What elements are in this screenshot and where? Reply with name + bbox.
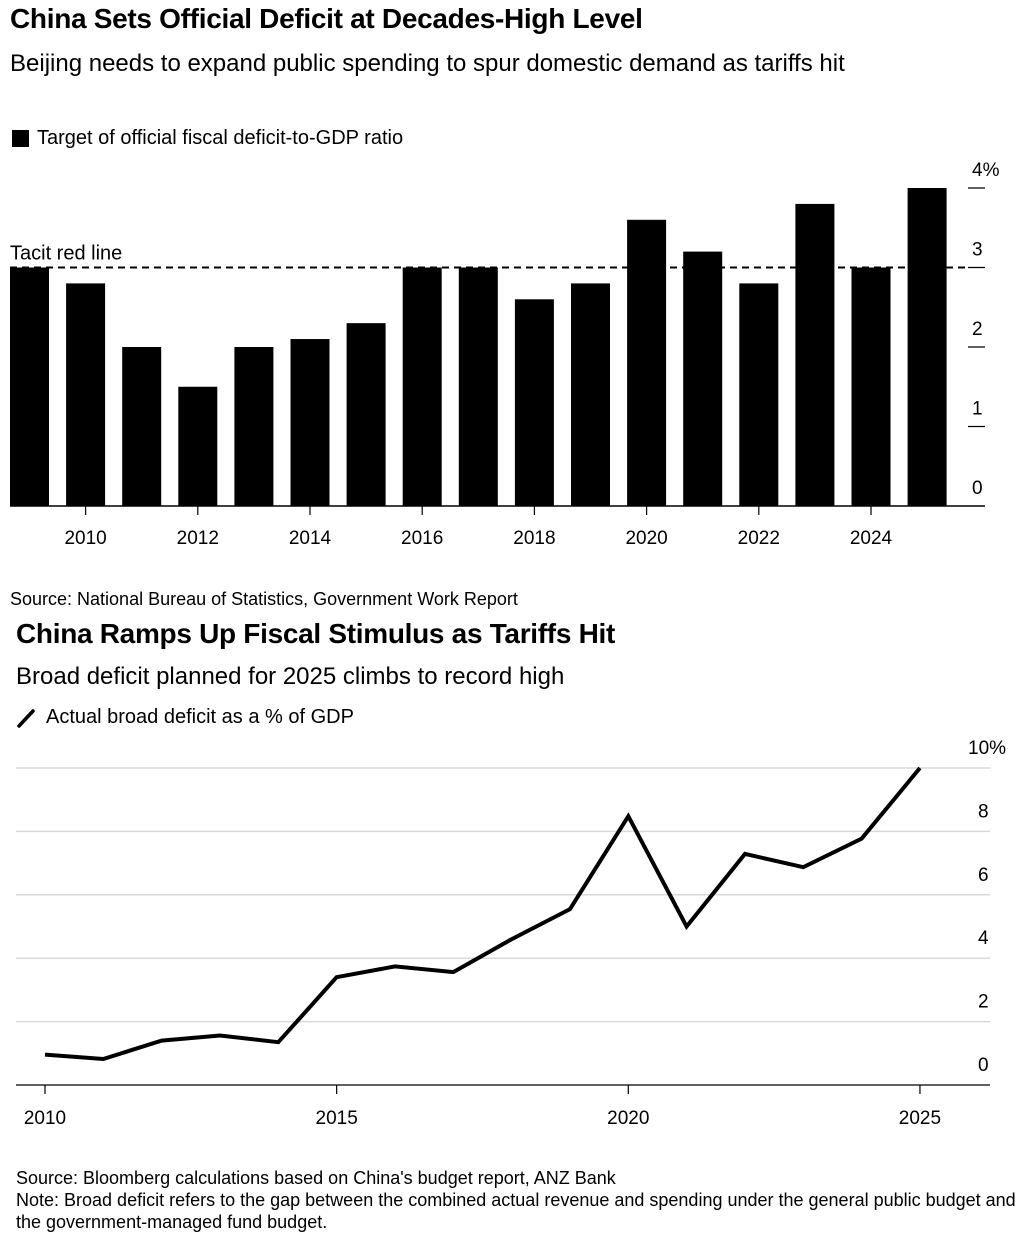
line-gridlines [16,767,990,1023]
bar-2019 [571,283,610,506]
chart2-title: China Ramps Up Fiscal Stimulus as Tariff… [16,618,616,649]
bar-x-tick-label: 2018 [513,528,555,549]
bar-x-tick-label: 2016 [401,528,443,549]
bar-2020 [627,219,667,507]
bar-x-tick-label: 2022 [738,528,780,549]
line-y-tick-label: 8 [978,801,989,822]
bar-x-tick-label: 2024 [850,528,893,549]
line-y-tick-label: 0 [978,1055,989,1076]
chart2-subtitle: Broad deficit planned for 2025 climbs to… [16,663,565,690]
line-x-tick-label: 2015 [316,1108,358,1129]
chart1-legend: Target of official fiscal deficit-to-GDP… [12,127,403,150]
bar-x-tick-label: 2014 [289,528,332,549]
bar-x-axis: 2010 2012 2014 2016 2018 2020 2022 2024 [10,505,985,549]
line-x-tick-label: 2020 [607,1108,649,1129]
chart2-legend-label: Actual broad deficit as a % of GDP [46,706,354,728]
bar-x-tick-label: 2012 [177,528,219,549]
chart2-source: Source: Bloomberg calculations based on … [16,1168,616,1188]
line-x-axis: 2010 2015 2020 2025 [16,1084,990,1129]
chart2-note: Note: Broad deficit refers to the gap be… [16,1190,1016,1232]
chart1-source: Source: National Bureau of Statistics, G… [10,589,518,609]
bar-y-tick-label: 3 [972,240,983,261]
legend-line-icon [17,708,35,728]
chart1-legend-label: Target of official fiscal deficit-to-GDP… [37,127,404,149]
bar-2025 [907,188,947,506]
line-y-tick-label: 4 [978,928,989,949]
bar-2013 [234,347,274,506]
bar-y-tick-label: 2 [972,319,983,340]
tacit-red-line-label: Tacit red line [10,243,122,265]
line-chart: 0 2 4 6 8 10% 2010 2015 2020 2025 [16,738,1006,1129]
bar-2012 [178,386,218,506]
legend-square-icon [12,130,29,147]
bar-2023 [795,203,835,506]
bar-2015 [346,323,386,506]
line-x-tick-label: 2025 [899,1108,941,1129]
line-y-tick-label: 2 [978,992,989,1013]
line-y-tick-label: 6 [978,865,989,886]
line-x-tick-label: 2010 [24,1108,66,1129]
bar-y-tick-label: 4% [972,160,1000,181]
chart1-title: China Sets Official Deficit at Decades-H… [10,3,643,34]
line-series [44,766,922,1062]
chart2-footer: Source: Bloomberg calculations based on … [16,1167,1016,1233]
bar-2017 [458,267,498,506]
chart1-subtitle: Beijing needs to expand public spending … [10,50,845,77]
bar-2016 [402,267,442,506]
bar-2021 [683,251,723,506]
bar-2014 [290,339,330,506]
bar-2018 [514,299,554,506]
bar-y-tick-label: 0 [972,478,983,499]
bar-2010 [66,283,106,506]
bar-2024 [851,267,891,506]
bar-x-tick-label: 2010 [64,528,106,549]
bar-2009 [10,267,49,506]
bar-y-tick-label: 1 [972,399,983,420]
bar-2022 [739,283,779,506]
line-y-axis: 0 2 4 6 8 10% [968,738,1006,1076]
line-y-tick-label: 10% [968,738,1006,759]
chart2-legend: Actual broad deficit as a % of GDP [16,706,354,729]
bar-x-tick-label: 2020 [625,528,667,549]
tacit-red-line: Tacit red line [10,243,968,269]
broad-deficit-line [44,766,922,1062]
bar-y-axis: 0 1 2 3 4% [968,160,1000,499]
bar-series [10,188,947,507]
bar-2011 [122,347,162,506]
